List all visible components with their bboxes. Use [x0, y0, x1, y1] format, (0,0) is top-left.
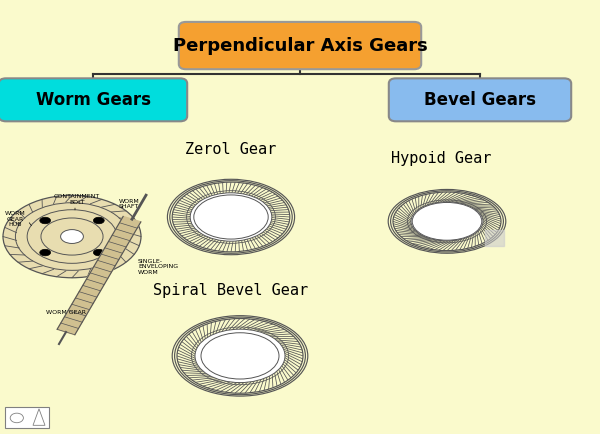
Text: Zerol Gear: Zerol Gear — [185, 142, 277, 157]
Ellipse shape — [412, 202, 482, 240]
Text: WORM
GEAR
HUB: WORM GEAR HUB — [5, 211, 25, 227]
Text: Bevel Gears: Bevel Gears — [424, 91, 536, 109]
Text: WORM GEAR: WORM GEAR — [46, 310, 86, 315]
Ellipse shape — [194, 195, 268, 239]
Ellipse shape — [94, 249, 104, 256]
Ellipse shape — [195, 329, 285, 383]
Ellipse shape — [190, 193, 272, 241]
Polygon shape — [57, 217, 141, 335]
Text: Worm Gears: Worm Gears — [35, 91, 151, 109]
FancyBboxPatch shape — [389, 78, 571, 121]
FancyBboxPatch shape — [0, 78, 187, 121]
Ellipse shape — [411, 202, 483, 241]
FancyBboxPatch shape — [179, 22, 421, 69]
Ellipse shape — [40, 217, 50, 224]
Ellipse shape — [201, 333, 279, 379]
Text: Hypoid Gear: Hypoid Gear — [391, 151, 491, 166]
Polygon shape — [485, 230, 504, 246]
FancyBboxPatch shape — [5, 407, 49, 428]
Text: Perpendicular Axis Gears: Perpendicular Axis Gears — [173, 36, 427, 55]
Text: CONTAINMENT
BOLT: CONTAINMENT BOLT — [53, 194, 100, 205]
Ellipse shape — [40, 249, 50, 256]
Text: Spiral Bevel Gear: Spiral Bevel Gear — [154, 283, 308, 298]
Ellipse shape — [61, 230, 83, 243]
Text: WORM
SHAFT: WORM SHAFT — [119, 199, 139, 209]
Ellipse shape — [94, 217, 104, 224]
Ellipse shape — [3, 195, 141, 278]
Text: SINGLE-
ENVELOPING
WORM: SINGLE- ENVELOPING WORM — [138, 259, 178, 275]
